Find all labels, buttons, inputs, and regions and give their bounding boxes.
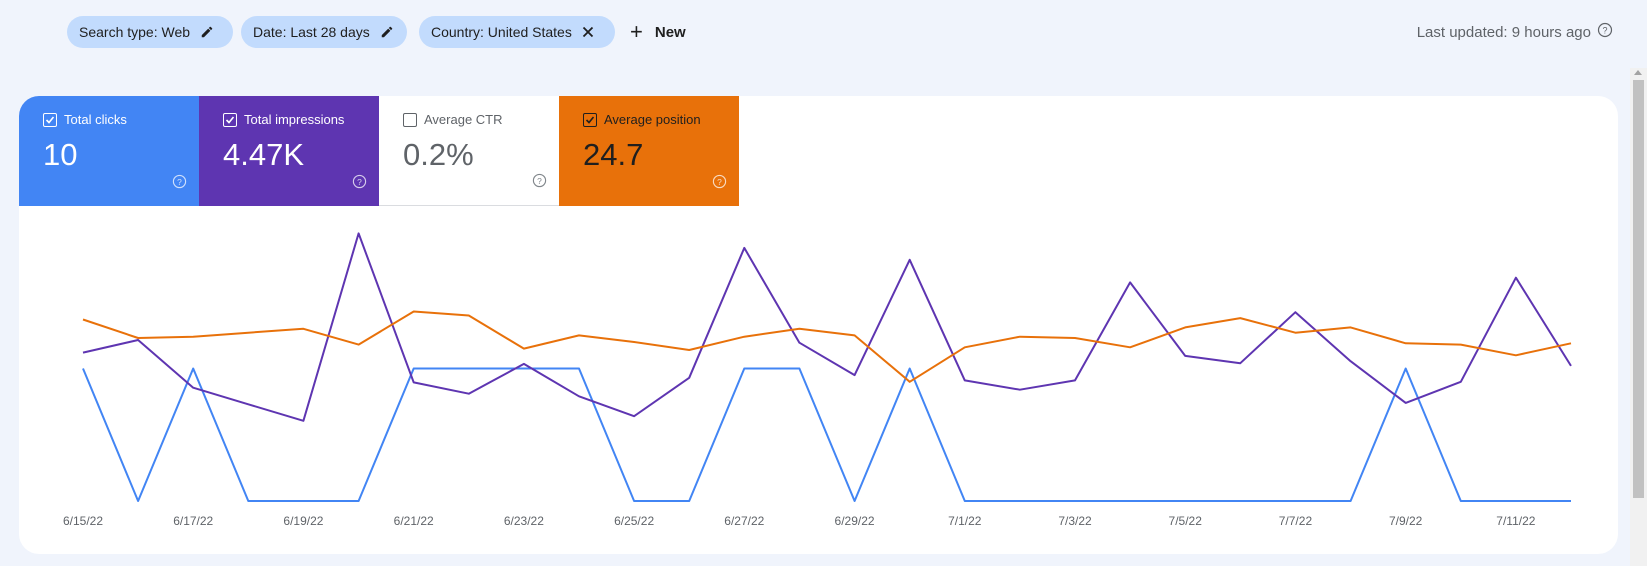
- series-line-impressions: [82, 232, 1572, 422]
- plus-icon: +: [630, 19, 643, 44]
- help-icon[interactable]: ?: [532, 173, 547, 193]
- x-tick-label: 6/29/22: [835, 514, 875, 528]
- x-tick-label: 6/21/22: [394, 514, 434, 528]
- help-icon[interactable]: ?: [352, 174, 367, 194]
- x-tick-label: 6/15/22: [63, 514, 103, 528]
- filter-chip-label: Country: United States: [431, 24, 572, 40]
- x-tick-label: 7/1/22: [948, 514, 982, 528]
- filter-chip-label: Search type: Web: [79, 24, 191, 40]
- filter-chip-search-type[interactable]: Search type: Web: [67, 16, 233, 48]
- performance-chart[interactable]: 6/15/22 6/17/22 6/19/22 6/21/22 6/23/22 6/25/…: [19, 96, 1618, 554]
- new-filter-label: New: [654, 23, 686, 41]
- x-tick-label: 6/17/22: [173, 514, 213, 528]
- metric-label: Total impressions: [244, 112, 345, 127]
- last-updated: Last updated: 9 hours ago ?: [1417, 22, 1613, 42]
- x-tick-label: 6/19/22: [283, 514, 323, 528]
- last-updated-text: Last updated: 9 hours ago: [1416, 23, 1591, 41]
- metric-label: Total clicks: [64, 112, 127, 127]
- edit-icon[interactable]: [200, 25, 214, 39]
- checkbox-checked-icon[interactable]: [223, 112, 237, 127]
- x-tick-label: 6/23/22: [504, 514, 544, 528]
- svg-text:?: ?: [357, 177, 362, 187]
- series-line-clicks: [82, 367, 1571, 502]
- metric-total-impressions[interactable]: Total impressions 4.47K ?: [199, 96, 379, 206]
- metric-label: Average position: [604, 112, 701, 127]
- checkbox-checked-icon[interactable]: [583, 112, 597, 127]
- scrollbar[interactable]: [1630, 68, 1647, 566]
- metric-average-position[interactable]: Average position 24.7 ?: [559, 96, 739, 206]
- svg-text:?: ?: [717, 177, 722, 187]
- new-filter-button[interactable]: + New: [630, 16, 686, 48]
- metric-value: 24.7: [583, 137, 644, 172]
- x-tick-label: 7/9/22: [1389, 514, 1423, 528]
- filter-chip-label: Date: Last 28 days: [253, 24, 370, 40]
- series-line-position: [82, 310, 1572, 383]
- metric-value: 10: [43, 137, 78, 172]
- scroll-up-arrow-icon[interactable]: [1634, 70, 1642, 75]
- checkbox-unchecked-icon[interactable]: [403, 112, 417, 127]
- edit-icon[interactable]: [380, 25, 394, 39]
- performance-card: Total clicks 10 ? Total impressions 4.47…: [19, 96, 1618, 554]
- help-icon[interactable]: ?: [712, 174, 727, 194]
- help-icon[interactable]: ?: [1597, 22, 1613, 42]
- x-tick-label: 7/11/22: [1496, 514, 1535, 528]
- metric-total-clicks[interactable]: Total clicks 10 ?: [19, 96, 199, 206]
- filter-chip-date[interactable]: Date: Last 28 days: [241, 16, 407, 48]
- scrollbar-thumb[interactable]: [1633, 80, 1644, 498]
- help-icon[interactable]: ?: [172, 174, 187, 194]
- svg-text:?: ?: [537, 176, 542, 186]
- metric-value: 4.47K: [223, 137, 305, 172]
- close-icon[interactable]: [582, 26, 594, 38]
- x-tick-label: 7/7/22: [1279, 514, 1313, 528]
- metric-value: 0.2%: [403, 137, 474, 172]
- x-tick-label: 7/5/22: [1169, 514, 1203, 528]
- checkbox-checked-icon[interactable]: [43, 112, 57, 127]
- x-tick-label: 6/25/22: [614, 514, 654, 528]
- svg-text:?: ?: [177, 177, 182, 187]
- filter-chip-country[interactable]: Country: United States: [419, 16, 615, 48]
- svg-text:?: ?: [1602, 26, 1607, 36]
- metric-average-ctr[interactable]: Average CTR 0.2% ?: [379, 96, 559, 206]
- metric-label: Average CTR: [424, 112, 503, 127]
- x-tick-label: 6/27/22: [724, 514, 764, 528]
- x-tick-label: 7/3/22: [1058, 514, 1092, 528]
